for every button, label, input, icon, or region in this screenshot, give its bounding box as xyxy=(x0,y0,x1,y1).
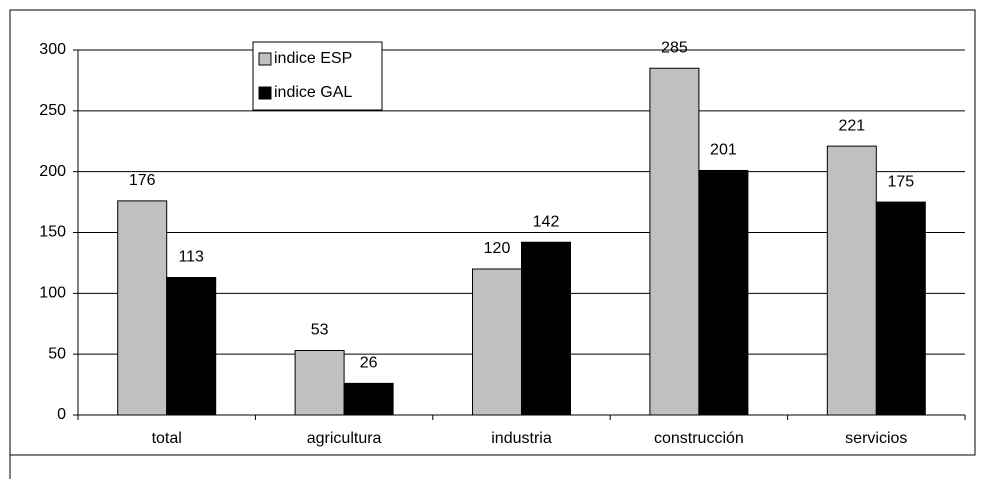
legend-swatch xyxy=(258,86,272,100)
data-label: 113 xyxy=(178,249,204,266)
y-tick-label: 50 xyxy=(48,345,66,362)
x-tick-label: agricultura xyxy=(307,430,382,447)
data-label: 285 xyxy=(661,39,688,56)
data-label: 221 xyxy=(838,117,865,134)
bar xyxy=(698,169,749,416)
data-label: 53 xyxy=(311,322,329,339)
bar xyxy=(294,350,345,416)
data-label: 176 xyxy=(129,172,156,189)
bar xyxy=(117,200,168,416)
data-label: 201 xyxy=(710,142,737,159)
x-tick-label: construcción xyxy=(654,430,744,447)
bar xyxy=(343,382,394,416)
data-label: 26 xyxy=(360,355,378,372)
y-tick-label: 100 xyxy=(39,285,66,302)
bar xyxy=(521,241,571,416)
y-tick-label: 250 xyxy=(39,102,66,119)
legend-label: indice GAL xyxy=(274,84,352,101)
bar xyxy=(875,201,926,416)
y-tick-label: 200 xyxy=(39,163,66,180)
bar xyxy=(166,277,217,416)
y-tick-label: 0 xyxy=(57,406,66,423)
bar xyxy=(826,145,877,416)
chart-frame xyxy=(9,9,976,479)
data-label: 142 xyxy=(533,213,560,230)
bar xyxy=(649,67,700,416)
y-tick-label: 300 xyxy=(39,41,66,58)
legend-swatch xyxy=(258,52,272,66)
bar xyxy=(472,268,522,416)
data-label: 175 xyxy=(887,173,914,190)
x-tick-label: industria xyxy=(491,430,552,447)
x-tick-label: servicios xyxy=(845,430,907,447)
data-label: 120 xyxy=(484,240,511,257)
legend-label: indice ESP xyxy=(274,50,352,67)
x-tick-label: total xyxy=(152,430,182,447)
legend-box xyxy=(252,41,383,111)
y-tick-label: 150 xyxy=(39,224,66,241)
